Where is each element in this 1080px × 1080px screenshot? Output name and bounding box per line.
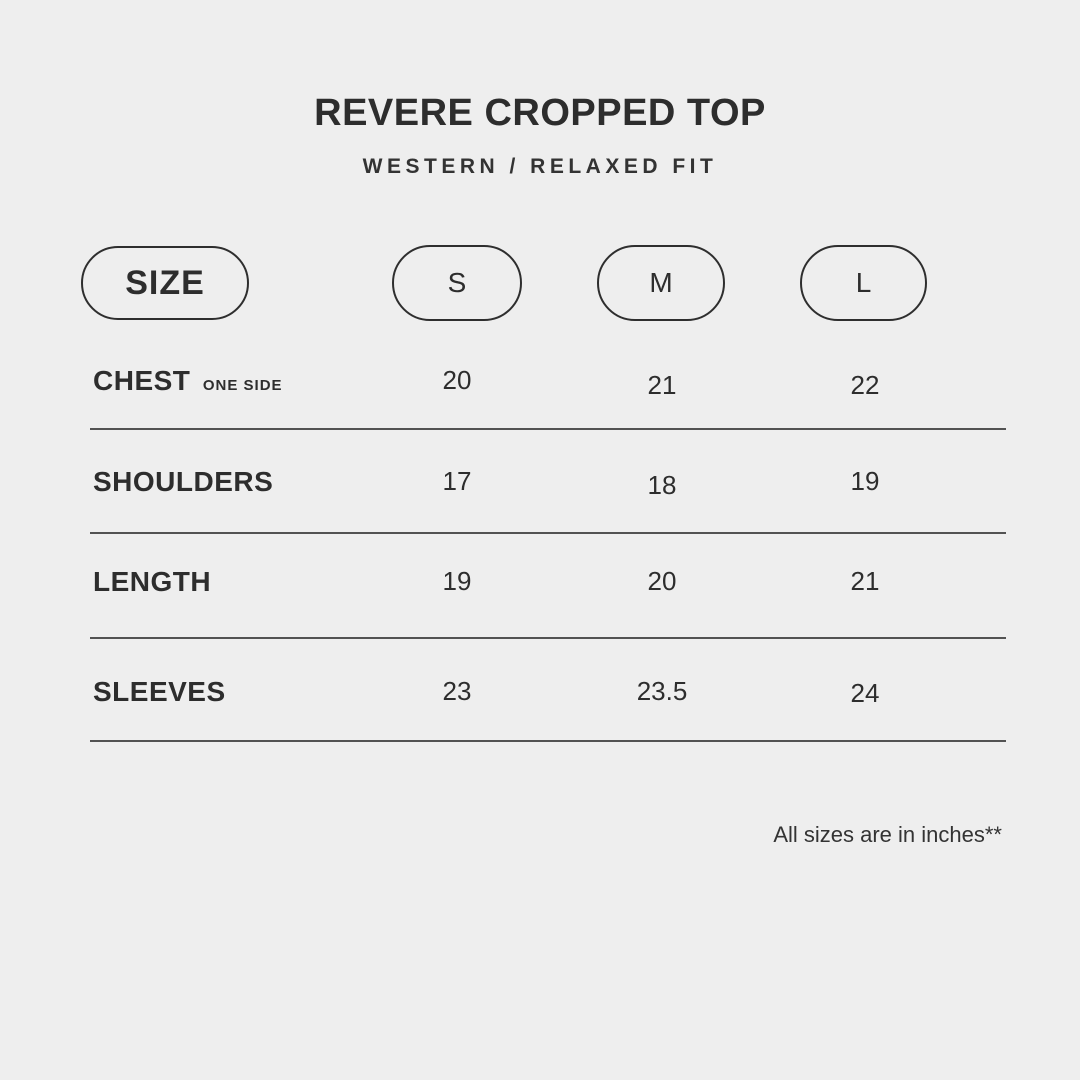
- size-header-label: SIZE: [125, 263, 205, 302]
- units-note: All sizes are in inches**: [773, 822, 1002, 847]
- row-label-shoulders: SHOULDERS: [93, 466, 273, 498]
- column-pill-s: S: [392, 245, 522, 321]
- row-separator: [90, 532, 1006, 534]
- cell-sleeves-s: 23: [442, 676, 472, 706]
- table-row-sleeves: SLEEVES 23 23.5 24: [0, 670, 1080, 710]
- page-title: REVERE CROPPED TOP: [314, 92, 766, 134]
- row-label-sleeves: SLEEVES: [93, 676, 226, 708]
- size-header-pill: SIZE: [81, 246, 249, 320]
- row-label-text: LENGTH: [93, 566, 212, 597]
- cell-shoulders-m: 18: [647, 470, 677, 500]
- table-row-length: LENGTH 19 20 21: [0, 560, 1080, 600]
- cell-length-s: 19: [442, 566, 472, 596]
- cell-chest-m: 21: [647, 370, 677, 400]
- cell-length-l: 21: [850, 566, 880, 596]
- row-separator: [90, 428, 1006, 430]
- column-label-l: L: [855, 267, 872, 298]
- row-label-text: SHOULDERS: [93, 466, 274, 497]
- column-label-m: M: [649, 267, 673, 298]
- cell-chest-l: 22: [850, 370, 880, 400]
- page-subtitle: WESTERN / RELAXED FIT: [362, 155, 718, 178]
- row-label-chest: CHEST ONE SIDE: [93, 365, 283, 397]
- row-sublabel-text: ONE SIDE: [202, 377, 283, 394]
- column-pill-l: L: [800, 245, 927, 321]
- row-label-text: CHEST: [93, 365, 191, 396]
- row-separator: [90, 637, 1006, 639]
- table-row-chest: CHEST ONE SIDE 20 21 22: [0, 359, 1080, 400]
- cell-chest-s: 20: [442, 365, 472, 395]
- row-label-length: LENGTH: [93, 566, 211, 598]
- cell-sleeves-l: 24: [850, 678, 880, 708]
- cell-shoulders-s: 17: [442, 466, 472, 496]
- column-label-s: S: [447, 267, 467, 298]
- row-label-text: SLEEVES: [93, 676, 226, 707]
- cell-length-m: 20: [647, 566, 677, 596]
- cell-shoulders-l: 19: [850, 466, 880, 496]
- column-pill-m: M: [597, 245, 725, 321]
- cell-sleeves-m: 23.5: [636, 676, 688, 706]
- table-row-shoulders: SHOULDERS 17 18 19: [0, 460, 1080, 500]
- row-separator: [90, 740, 1006, 742]
